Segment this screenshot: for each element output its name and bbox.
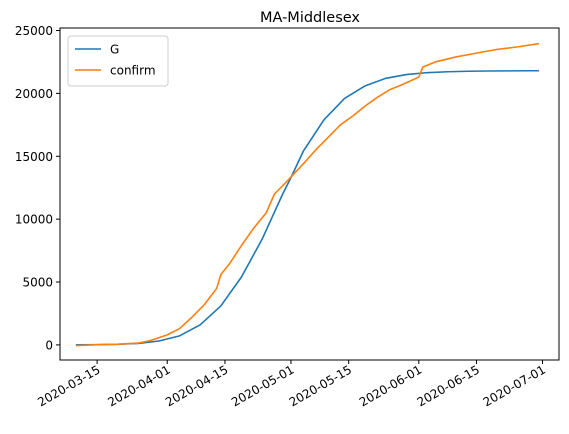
y-tick-label: 0	[45, 338, 53, 352]
x-tick-label: 2020-05-15	[287, 362, 354, 409]
y-tick-label: 25000	[15, 24, 53, 38]
y-axis-ticks: 0 5000 10000 15000 20000 25000	[15, 24, 60, 352]
x-tick-label: 2020-03-15	[35, 362, 102, 409]
chart-title: MA-Middlesex	[260, 10, 360, 26]
series-line-confirm	[75, 42, 540, 347]
series-layer	[75, 42, 540, 347]
x-tick-label: 2020-04-01	[105, 362, 172, 409]
x-tick-label: 2020-06-15	[415, 362, 482, 409]
y-tick-label: 20000	[15, 87, 53, 101]
x-tick-label: 2020-06-01	[357, 362, 424, 409]
legend-label: G	[110, 43, 119, 57]
x-axis-ticks: 2020-03-15 2020-04-012020-04-152020-05-01…	[35, 360, 548, 409]
series-line-g	[75, 69, 540, 346]
x-tick-label: 2020-04-15	[163, 362, 230, 409]
y-tick-label: 5000	[22, 276, 53, 290]
legend-label: confirm	[110, 64, 156, 78]
x-tick-label: 2020-07-01	[481, 362, 548, 409]
y-tick-label: 15000	[15, 150, 53, 164]
y-tick-label: 10000	[15, 213, 53, 227]
x-tick-label: 2020-05-01	[229, 362, 296, 409]
plot-frame	[59, 27, 560, 361]
